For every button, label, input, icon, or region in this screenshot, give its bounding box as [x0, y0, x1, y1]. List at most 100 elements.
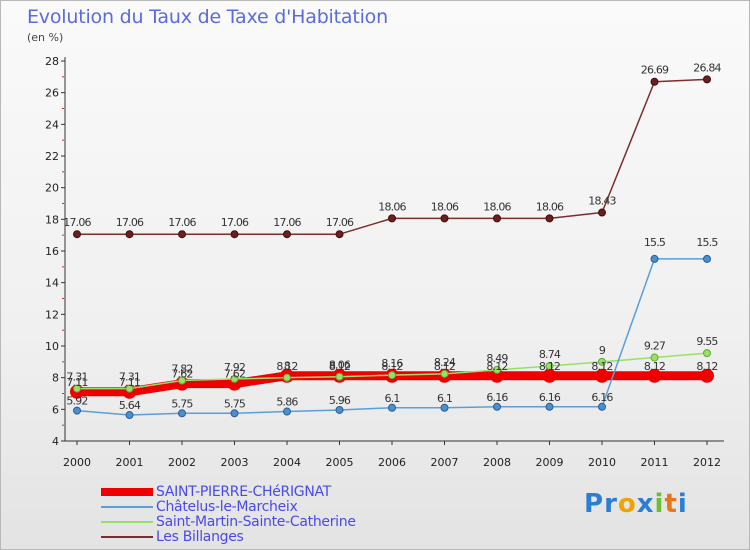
- logo-letter: i: [654, 489, 665, 519]
- x-tick-label: 2005: [326, 456, 354, 469]
- data-point-saint-martin-sainte-catherine: [73, 384, 81, 393]
- data-point-les-billanges: [73, 230, 81, 239]
- data-point-les-billanges: [703, 75, 711, 84]
- data-label-saint-martin-sainte-catherine: 8.16: [381, 357, 403, 370]
- legend-label: Châtelus-le-Marcheix: [156, 498, 298, 515]
- data-label-chatelus-le-marcheix: 5.92: [66, 395, 87, 408]
- data-label-saint-pierre-cherignat: 8.12: [644, 360, 665, 373]
- legend-item-chatelus-le-marcheix: Châtelus-le-Marcheix: [101, 498, 356, 515]
- y-tick-label: 8: [52, 372, 59, 385]
- data-label-saint-martin-sainte-catherine: 8.06: [329, 359, 351, 372]
- chart-title: Evolution du Taux de Taxe d'Habitation: [27, 6, 388, 28]
- data-label-saint-pierre-cherignat: 8.12: [434, 360, 455, 373]
- data-point-les-billanges: [598, 208, 606, 217]
- data-label-saint-pierre-cherignat: 8.12: [329, 360, 350, 373]
- data-label-les-billanges: 17.06: [168, 216, 196, 229]
- legend-label: Les Billanges: [156, 528, 244, 545]
- data-label-saint-martin-sainte-catherine: 8: [284, 360, 291, 373]
- x-tick-label: 2008: [483, 456, 511, 469]
- data-label-saint-martin-sainte-catherine: 7.31: [66, 371, 87, 384]
- data-label-saint-pierre-cherignat: 8.12: [696, 360, 717, 373]
- data-point-saint-martin-sainte-catherine: [493, 365, 501, 374]
- data-label-chatelus-le-marcheix: 15.5: [696, 236, 718, 249]
- data-point-chatelus-le-marcheix: [598, 402, 606, 411]
- data-label-saint-martin-sainte-catherine: 8.49: [486, 352, 508, 365]
- y-tick-label: 20: [45, 182, 59, 195]
- data-point-chatelus-le-marcheix: [545, 402, 554, 411]
- data-point-les-billanges: [283, 230, 291, 239]
- data-label-les-billanges: 17.06: [221, 216, 249, 229]
- data-point-saint-martin-sainte-catherine: [703, 349, 711, 358]
- data-label-chatelus-le-marcheix: 6.16: [486, 391, 508, 404]
- legend-swatch: [101, 520, 153, 523]
- x-tick-label: 2006: [378, 456, 406, 469]
- logo-letter: x: [636, 489, 655, 519]
- data-point-chatelus-le-marcheix: [703, 254, 711, 263]
- data-label-les-billanges: 18.06: [378, 200, 406, 213]
- data-label-saint-martin-sainte-catherine: 9.27: [644, 340, 666, 353]
- data-label-saint-martin-sainte-catherine: 7.92: [224, 361, 245, 374]
- x-tick-label: 2010: [588, 456, 616, 469]
- data-point-saint-martin-sainte-catherine: [545, 361, 554, 370]
- x-tick-label: 2004: [273, 456, 301, 469]
- data-point-chatelus-le-marcheix: [493, 402, 501, 411]
- data-label-les-billanges: 17.06: [273, 216, 301, 229]
- legend-item-saint-martin-sainte-catherine: Saint-Martin-Sainte-Catherine: [101, 513, 356, 530]
- data-label-les-billanges: 18.43: [588, 195, 616, 208]
- y-tick-label: 26: [45, 87, 59, 100]
- data-point-saint-pierre-cherignat: [647, 368, 662, 383]
- data-label-les-billanges: 17.06: [63, 216, 91, 229]
- y-tick-label: 14: [45, 277, 59, 290]
- data-label-saint-pierre-cherignat: 8.12: [591, 360, 612, 373]
- data-label-chatelus-le-marcheix: 6.16: [539, 391, 561, 404]
- data-point-les-billanges: [178, 230, 186, 239]
- y-tick-label: 12: [45, 308, 59, 321]
- data-point-les-billanges: [440, 214, 449, 223]
- data-point-saint-martin-sainte-catherine: [388, 371, 396, 380]
- data-point-saint-martin-sainte-catherine: [125, 384, 134, 393]
- data-point-saint-martin-sainte-catherine: [598, 357, 606, 366]
- legend-item-les-billanges: Les Billanges: [101, 528, 356, 545]
- legend-item-saint-pierre-cherignat: SAINT-PIERRE-CHéRIGNAT: [101, 484, 356, 500]
- data-label-saint-martin-sainte-catherine: 9: [599, 344, 606, 357]
- data-point-les-billanges: [125, 230, 134, 239]
- legend-swatch: [101, 535, 153, 538]
- x-tick-label: 2001: [116, 456, 144, 469]
- data-label-saint-pierre-cherignat: 8.12: [381, 360, 402, 373]
- data-point-chatelus-le-marcheix: [388, 403, 396, 412]
- data-point-les-billanges: [335, 230, 344, 239]
- data-point-saint-pierre-cherignat: [595, 368, 609, 383]
- data-point-chatelus-le-marcheix: [73, 406, 81, 415]
- data-label-les-billanges: 26.69: [641, 64, 669, 77]
- data-point-les-billanges: [230, 230, 239, 239]
- data-point-saint-martin-sainte-catherine: [650, 353, 659, 362]
- legend-label: Saint-Martin-Sainte-Catherine: [156, 513, 356, 530]
- logo-letter: P: [584, 489, 605, 519]
- data-point-saint-martin-sainte-catherine: [440, 369, 449, 378]
- data-point-chatelus-le-marcheix: [440, 403, 449, 412]
- data-label-saint-martin-sainte-catherine: 7.82: [171, 363, 192, 376]
- data-point-les-billanges: [650, 77, 659, 86]
- x-tick-label: 2009: [536, 456, 564, 469]
- data-point-chatelus-le-marcheix: [650, 254, 659, 263]
- data-label-chatelus-le-marcheix: 6.1: [437, 392, 452, 405]
- data-label-les-billanges: 17.06: [326, 216, 354, 229]
- data-label-saint-pierre-cherignat: 7.62: [171, 368, 192, 381]
- logo-letter: t: [664, 489, 678, 519]
- data-label-saint-martin-sainte-catherine: 8.24: [434, 356, 456, 369]
- legend-swatch: [101, 487, 153, 496]
- data-label-chatelus-le-marcheix: 5.86: [276, 396, 298, 409]
- data-point-chatelus-le-marcheix: [283, 407, 291, 416]
- x-tick-label: 2011: [641, 456, 669, 469]
- data-point-les-billanges: [388, 214, 396, 223]
- y-tick-label: 16: [45, 245, 59, 258]
- data-label-les-billanges: 26.84: [693, 61, 721, 74]
- proxiti-logo: Proxiti: [584, 489, 688, 519]
- data-label-saint-pierre-cherignat: 8.12: [276, 360, 297, 373]
- y-tick-label: 4: [52, 435, 59, 448]
- data-point-saint-pierre-cherignat: [700, 368, 714, 383]
- x-tick-label: 2000: [63, 456, 91, 469]
- data-label-chatelus-le-marcheix: 5.75: [171, 397, 193, 410]
- data-label-chatelus-le-marcheix: 5.75: [224, 397, 246, 410]
